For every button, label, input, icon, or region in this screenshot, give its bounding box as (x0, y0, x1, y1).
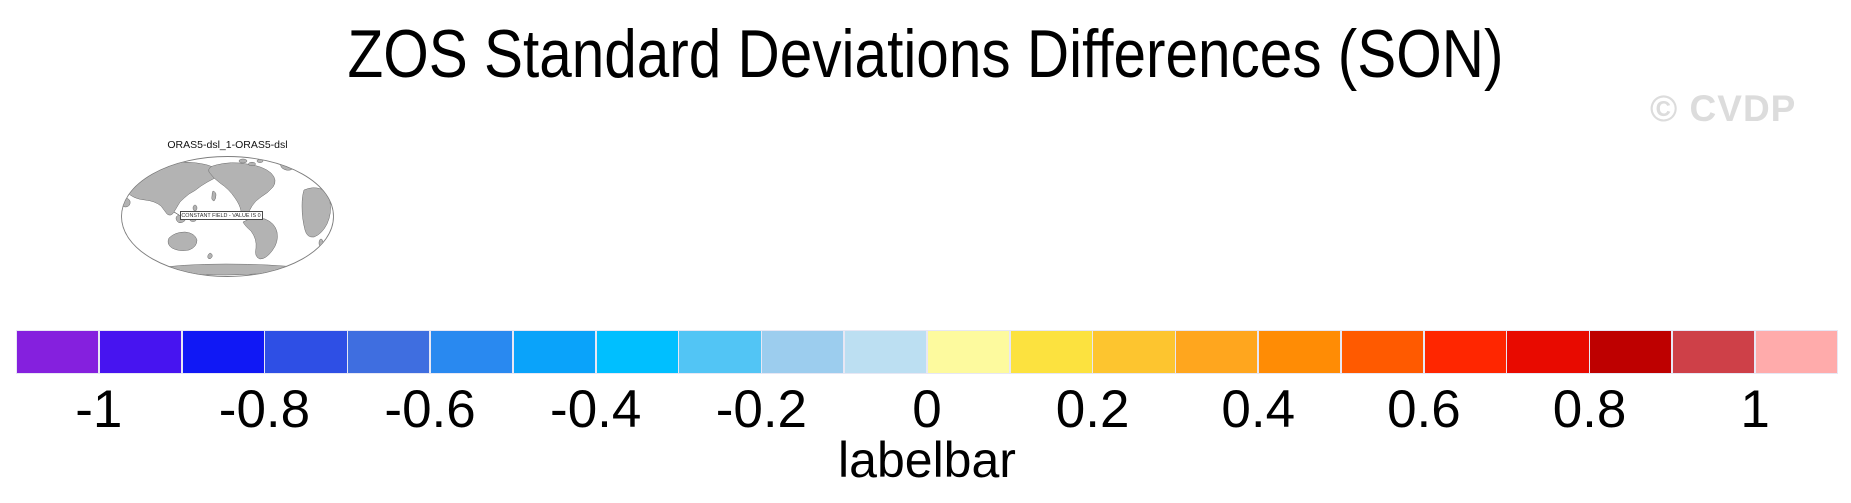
colorbar-tick-label: -1 (75, 380, 123, 439)
colorbar-segment (99, 331, 182, 373)
colorbar-segment (1010, 331, 1092, 373)
colorbar-segment (348, 331, 430, 373)
cvdp-watermark: © CVDP (1650, 88, 1797, 129)
note-leader-line (173, 211, 180, 216)
colorbar-tick-label: 1 (1740, 380, 1770, 439)
colorbar-tick-label: 0.8 (1552, 380, 1627, 439)
landmass-arctic-island (248, 161, 256, 167)
landmass-europe (315, 163, 333, 176)
constant-field-note-text: CONSTANT FIELD - VALUE IS 0 (181, 212, 262, 219)
landmass-south-america (242, 217, 278, 260)
colorbar-tick-label: -0.2 (715, 380, 808, 439)
colorbar-tick-label: 0.4 (1221, 380, 1296, 439)
colorbar-segment (17, 331, 99, 373)
map-panel-title: ORAS5-dsl_1-ORAS5-dsl (167, 139, 288, 151)
colorbar-segment (1590, 331, 1672, 373)
world-map: CONSTANT FIELD - VALUE IS 0 (121, 156, 334, 277)
colorbar-segment (182, 331, 264, 373)
constant-field-note: CONSTANT FIELD - VALUE IS 0 (180, 211, 263, 220)
colorbar-segment (596, 331, 678, 373)
colorbar-segment (762, 331, 844, 373)
colorbar-segment (1341, 331, 1424, 373)
landmass-japan (211, 190, 217, 202)
colorbar-tick-label: 0.2 (1055, 380, 1130, 439)
colorbar-segment (1093, 331, 1175, 373)
colorbar-segment (844, 331, 927, 373)
landmass-australia (167, 231, 198, 251)
colorbar-tick-label: -0.8 (218, 380, 311, 439)
colorbar-segment (679, 331, 761, 373)
colorbar-segment (1755, 331, 1838, 373)
landmass-new-zealand (207, 252, 213, 260)
colorbar-segment (430, 331, 513, 373)
colorbar-tick-label: -0.6 (384, 380, 476, 439)
colorbar-segment (927, 331, 1010, 373)
colorbar-segment (265, 331, 347, 373)
landmass-north-america (208, 162, 276, 215)
colorbar-segment (1176, 331, 1258, 373)
colorbar-tick-label: -0.4 (550, 380, 642, 439)
colorbar-tick-labels: -1 -0.8 -0.6 -0.4 -0.2 0 0.2 0.4 0.6 0.8 1 (16, 383, 1838, 438)
colorbar-label: labelbar (838, 432, 1016, 488)
colorbar-segment (513, 331, 596, 373)
colorbar-segment (1672, 331, 1755, 373)
landmass-arctic-island (238, 158, 248, 164)
colorbar-segment (1424, 331, 1506, 373)
colorbar-tick-label: 0.6 (1387, 380, 1461, 439)
colorbar-segment (1507, 331, 1589, 373)
colorbar-segment (1258, 331, 1341, 373)
landmasses (121, 158, 333, 276)
colorbar (16, 330, 1838, 374)
figure-title: ZOS Standard Deviations Differences (SON… (347, 16, 1504, 92)
colorbar-tick-label: 0 (912, 380, 942, 439)
